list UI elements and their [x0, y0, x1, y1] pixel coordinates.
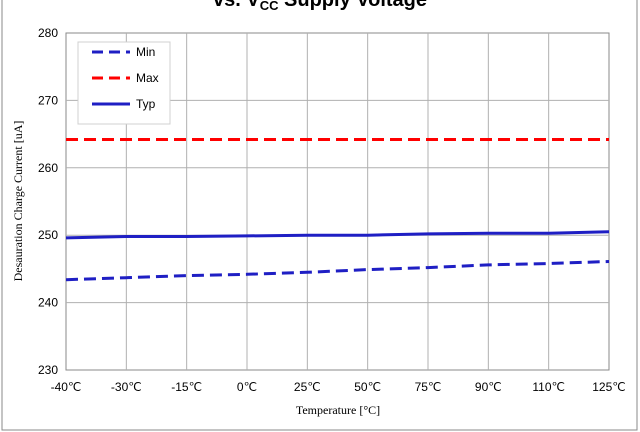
x-tick-label-4: 25℃ — [294, 380, 321, 394]
x-axis-title: Temperature [°C] — [296, 403, 380, 417]
x-tick-label-1: -30℃ — [111, 380, 142, 394]
series-lines — [65, 138, 610, 282]
y-tick-label-0: 230 — [38, 363, 58, 377]
x-tick-label-7: 90℃ — [475, 380, 502, 394]
y-tick-label-2: 250 — [38, 228, 58, 242]
legend-box — [77, 41, 171, 125]
chart-title-subscript: CC — [260, 0, 279, 13]
y-tick-labels: 230 240 250 260 270 280 — [38, 26, 58, 377]
legend-label-min: Min — [136, 45, 155, 59]
x-tick-label-5: 50℃ — [354, 380, 381, 394]
legend: Min Max Typ — [77, 41, 171, 125]
x-tick-label-6: 75℃ — [415, 380, 442, 394]
chart-title: vs. VCC Supply Voltage — [213, 0, 427, 13]
y-tick-label-4: 270 — [38, 93, 58, 107]
chart-title-prefix: vs. V — [213, 0, 260, 11]
x-tick-label-0: -40℃ — [51, 380, 82, 394]
x-tick-labels: -40℃ -30℃ -15℃ 0℃ 25℃ 50℃ 75℃ 90℃ 110℃ 125℃ — [51, 380, 626, 394]
y-tick-label-1: 240 — [38, 296, 58, 310]
x-tick-label-2: -15℃ — [171, 380, 202, 394]
x-tick-label-8: 110℃ — [532, 380, 565, 394]
y-axis-title: Desauration Charge Current [uA] — [11, 121, 25, 282]
y-tick-label-3: 260 — [38, 161, 58, 175]
legend-label-typ: Typ — [136, 97, 156, 111]
x-tick-label-9: 125℃ — [592, 380, 626, 394]
y-tick-label-5: 280 — [38, 26, 58, 40]
x-tick-label-3: 0℃ — [237, 380, 257, 394]
chart-title-suffix: Supply Voltage — [278, 0, 427, 11]
series-line-typ — [65, 230, 610, 240]
legend-label-max: Max — [136, 71, 159, 85]
series-line-min — [65, 260, 610, 282]
